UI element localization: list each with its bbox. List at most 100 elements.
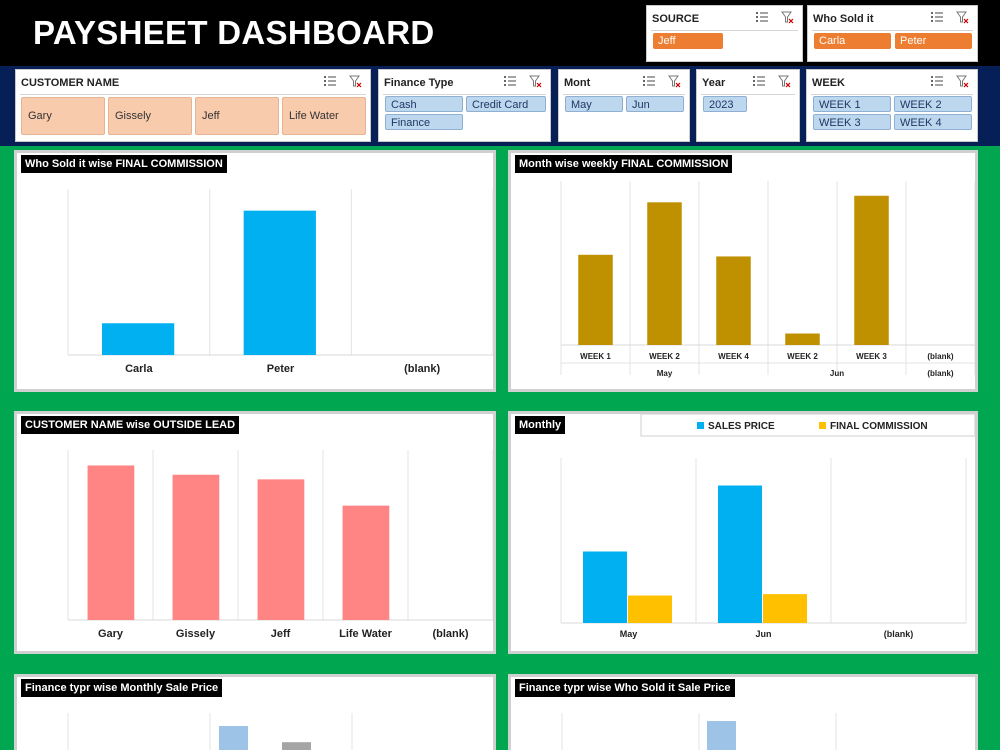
- tick-label: Gissely: [176, 628, 216, 640]
- chart-panel-who-sold-commission: Carla Peter (blank) Who Sold it wise FINAL…: [14, 150, 496, 392]
- clear-filter-icon[interactable]: [956, 75, 969, 88]
- group-label: May: [657, 369, 673, 378]
- slicer-source: SOURCE Jeff: [646, 5, 803, 62]
- tick-label: (blank): [404, 363, 440, 375]
- tick-label: WEEK 3: [856, 352, 887, 361]
- slicer-item-gissely[interactable]: Gissely: [108, 97, 192, 135]
- slicer-item-finance[interactable]: Finance: [385, 114, 463, 130]
- bar: [707, 721, 736, 750]
- bar: [282, 742, 311, 750]
- chart-title: Finance typr wise Monthly Sale Price: [21, 679, 223, 697]
- slicer-item-jeff[interactable]: Jeff: [653, 33, 723, 49]
- slicer-title: Finance Type: [384, 77, 454, 89]
- tick-label: (blank): [884, 629, 914, 639]
- bar: [583, 551, 627, 623]
- tick-label: (blank): [927, 352, 954, 361]
- slicer-item-carla[interactable]: Carla: [814, 33, 891, 49]
- slicer-title: CUSTOMER NAME: [21, 77, 120, 89]
- slicer-item-gary[interactable]: Gary: [21, 97, 105, 135]
- bar: [785, 333, 820, 345]
- chart-title: Who Sold it wise FINAL COMMISSION: [21, 155, 227, 173]
- slicer-item-credit-card[interactable]: Credit Card: [466, 96, 546, 112]
- bar: [578, 254, 613, 345]
- slicer-title: Year: [702, 77, 726, 89]
- tick-label: (blank): [432, 628, 468, 640]
- slicer-item-week-1[interactable]: WEEK 1: [813, 96, 891, 112]
- legend-swatch: [697, 422, 704, 429]
- chart-panel-finance-who-sold-sale-price: Finance typr wise Who Sold it Sale Price: [508, 674, 978, 750]
- slicer-item-peter[interactable]: Peter: [895, 33, 972, 49]
- slicer-title: SOURCE: [652, 13, 700, 25]
- tick-label: Jun: [755, 629, 771, 639]
- multi-select-icon[interactable]: [931, 75, 944, 88]
- group-label: (blank): [927, 369, 954, 378]
- slicer-year: Year 2023: [696, 69, 800, 142]
- bar: [172, 474, 220, 620]
- clear-filter-icon[interactable]: [529, 75, 542, 88]
- chart-monthly: May Jun (blank) SALES PRICE FINAL COMMISSION: [560, 414, 975, 639]
- slicer-finance-type: Finance Type Cash Credit Card Finance: [378, 69, 551, 142]
- legend-label: FINAL COMMISSION: [830, 421, 928, 432]
- clear-filter-icon[interactable]: [668, 75, 681, 88]
- legend-label: SALES PRICE: [708, 421, 775, 432]
- tick-label: Jeff: [271, 628, 291, 640]
- slicer-item-jeff[interactable]: Jeff: [195, 97, 279, 135]
- bar: [87, 465, 135, 620]
- chart-month-weekly-commission: WEEK 1 WEEK 2 WEEK 4 WEEK 2 WEEK 3 (blank) May…: [560, 181, 975, 378]
- clear-filter-icon[interactable]: [781, 11, 794, 24]
- clear-filter-icon[interactable]: [778, 75, 791, 88]
- bar: [854, 195, 889, 345]
- slicer-month: Mont May Jun: [558, 69, 690, 142]
- multi-select-icon[interactable]: [753, 75, 766, 88]
- clear-filter-icon[interactable]: [956, 11, 969, 24]
- multi-select-icon[interactable]: [504, 75, 517, 88]
- bar: [628, 595, 672, 623]
- chart-finance-monthly-sale-price: [67, 713, 353, 750]
- bar: [219, 726, 248, 750]
- slicer-customer-name: CUSTOMER NAME Gary Gissely Jeff Life Wat…: [15, 69, 371, 142]
- slicer-item-life-water[interactable]: Life Water: [282, 97, 366, 135]
- chart-panel-finance-monthly-sale-price: Finance typr wise Monthly Sale Price: [14, 674, 496, 750]
- tick-label: WEEK 4: [718, 352, 749, 361]
- slicer-who-sold-it: Who Sold it Carla Peter: [807, 5, 978, 62]
- slicer-item-week-2[interactable]: WEEK 2: [894, 96, 972, 112]
- tick-label: May: [620, 629, 638, 639]
- bar: [243, 210, 316, 355]
- multi-select-icon[interactable]: [643, 75, 656, 88]
- page-title: PAYSHEET DASHBOARD: [33, 14, 435, 51]
- slicer-item-week-4[interactable]: WEEK 4: [894, 114, 972, 130]
- tick-label: WEEK 2: [787, 352, 818, 361]
- tick-label: WEEK 2: [649, 352, 680, 361]
- multi-select-icon[interactable]: [324, 75, 337, 88]
- chart-finance-who-sold-sale-price: [561, 713, 837, 750]
- slicer-title: Mont: [564, 77, 591, 89]
- slicer-item-jun[interactable]: Jun: [626, 96, 684, 112]
- chart-title: Month wise weekly FINAL COMMISSION: [515, 155, 733, 173]
- clear-filter-icon[interactable]: [349, 75, 362, 88]
- slicer-title: Who Sold it: [813, 13, 874, 25]
- tick-label: Life Water: [339, 628, 392, 640]
- tick-label: Peter: [267, 363, 295, 375]
- slicer-title: WEEK: [812, 77, 845, 89]
- slicer-item-cash[interactable]: Cash: [385, 96, 463, 112]
- multi-select-icon[interactable]: [931, 11, 944, 24]
- bar: [716, 256, 751, 345]
- multi-select-icon[interactable]: [756, 11, 769, 24]
- chart-panel-monthly: May Jun (blank) SALES PRICE FINAL COMMISSION…: [508, 411, 978, 654]
- legend: [640, 414, 975, 437]
- slicer-item-week-3[interactable]: WEEK 3: [813, 114, 891, 130]
- chart-panel-customer-outside-lead: Gary Gissely Jeff Life Water (blank) CUSTOME…: [14, 411, 496, 654]
- bar: [257, 479, 305, 620]
- slicer-week: WEEK WEEK 1 WEEK 2 WEEK 3 WEEK 4: [806, 69, 978, 142]
- bar: [102, 323, 175, 355]
- bar: [718, 485, 762, 623]
- tick-label: Carla: [125, 363, 153, 375]
- chart-title: Finance typr wise Who Sold it Sale Price: [515, 679, 735, 697]
- slicer-item-may[interactable]: May: [565, 96, 623, 112]
- legend-swatch: [819, 422, 826, 429]
- chart-title: Monthly: [515, 416, 566, 434]
- tick-label: Gary: [98, 628, 124, 640]
- bar: [647, 202, 682, 345]
- slicer-item-2023[interactable]: 2023: [703, 96, 747, 112]
- chart-who-sold-commission: Carla Peter (blank): [67, 189, 493, 375]
